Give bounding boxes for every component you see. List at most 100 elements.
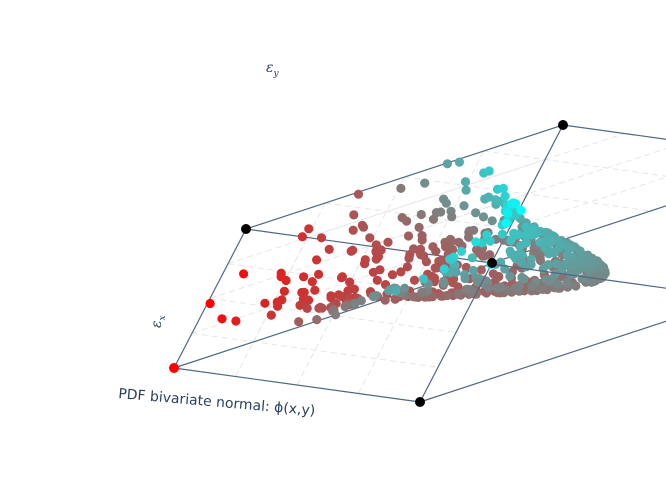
data-point-46 — [487, 216, 497, 226]
data-point-153 — [307, 277, 317, 287]
data-point-40 — [383, 237, 393, 247]
data-point-311 — [485, 236, 495, 246]
data-point-44 — [346, 246, 356, 256]
data-point-21 — [402, 216, 412, 226]
box-edge-8 — [490, 263, 666, 289]
corner-xmax — [241, 224, 251, 234]
data-point-120 — [314, 269, 324, 279]
data-point-587 — [368, 291, 378, 302]
data-point-38 — [478, 212, 489, 222]
data-point-8 — [484, 166, 494, 176]
data-point-554 — [472, 277, 483, 287]
data-point-547 — [380, 295, 390, 305]
data-point-216 — [503, 208, 513, 218]
data-point-12 — [461, 185, 471, 195]
data-point-223 — [521, 230, 531, 240]
data-point-490 — [302, 303, 312, 313]
data-point-504 — [468, 265, 478, 276]
gridline-sidewall-z-0 — [235, 237, 308, 377]
data-point-167 — [387, 270, 398, 280]
data-point-524 — [442, 290, 452, 301]
data-point-598 — [312, 315, 322, 325]
data-point-16 — [358, 222, 369, 232]
data-point-449 — [467, 253, 477, 263]
data-point-26 — [447, 212, 457, 222]
data-point-185 — [345, 277, 355, 287]
data-point-35 — [403, 231, 414, 241]
data-point-508 — [544, 276, 554, 286]
data-point-505 — [505, 271, 515, 281]
box-edge-2 — [245, 124, 564, 230]
data-point-566 — [439, 279, 449, 289]
data-point-247 — [575, 246, 585, 256]
data-point-599 — [330, 310, 341, 320]
gridline-backwall-z-0 — [307, 133, 625, 238]
x-axis-title-sub: x — [158, 315, 168, 320]
gridline-sidewall-z-2 — [358, 254, 431, 394]
y-axis-title-sub: y — [273, 69, 280, 79]
data-point-593 — [350, 298, 360, 309]
gridline-sidewall-z-1 — [296, 245, 370, 386]
data-point-28 — [414, 222, 424, 232]
data-point-51 — [312, 255, 322, 265]
data-point-523 — [527, 281, 537, 291]
data-point-45 — [417, 235, 427, 245]
data-point-9 — [460, 177, 471, 187]
data-point-171 — [205, 298, 215, 309]
data-point-563 — [461, 284, 471, 295]
corner-zmax — [415, 397, 425, 407]
data-point-556 — [483, 283, 494, 293]
data-point-564 — [408, 292, 418, 302]
data-point-140 — [368, 267, 378, 277]
data-point-96 — [360, 259, 370, 269]
data-point-495 — [562, 277, 572, 287]
data-point-250 — [516, 205, 526, 215]
data-point-188 — [535, 255, 546, 266]
data-point-191 — [476, 265, 486, 275]
data-point-509 — [553, 279, 563, 289]
data-point-18 — [416, 209, 426, 220]
gridline-backwall-y-2 — [483, 150, 666, 177]
gridline-floor-y-0 — [252, 202, 326, 343]
data-point-475 — [571, 281, 581, 291]
box-edge-7 — [173, 367, 421, 403]
data-point-465 — [568, 269, 578, 279]
data-point-5 — [349, 210, 359, 220]
data-point-597 — [391, 286, 401, 296]
y-axis-title: εy — [266, 60, 280, 79]
data-point-33 — [324, 244, 334, 254]
data-point-98 — [404, 253, 414, 263]
data-point-358 — [217, 314, 227, 324]
data-point-595 — [418, 274, 429, 284]
data-point-1 — [353, 189, 364, 199]
data-point-32 — [471, 208, 481, 218]
data-point-521 — [535, 283, 545, 294]
chart-data-points — [205, 157, 610, 327]
data-point-515 — [390, 294, 400, 304]
x-axis-title-main: ε — [149, 320, 165, 328]
data-point-148 — [336, 273, 347, 283]
data-point-169 — [461, 262, 471, 272]
data-point-36 — [498, 183, 508, 193]
data-point-217 — [310, 285, 320, 295]
data-point-19 — [316, 233, 327, 243]
data-point-17 — [348, 225, 358, 235]
data-point-348 — [273, 301, 283, 311]
data-point-4 — [420, 178, 430, 188]
data-point-481 — [456, 246, 467, 256]
data-point-163 — [510, 199, 521, 209]
box-edge-9 — [419, 320, 666, 403]
corner-xmax-ymax — [558, 120, 568, 130]
box-edge-0 — [173, 228, 247, 369]
data-point-10 — [297, 232, 307, 242]
box-edge-5 — [562, 124, 666, 140]
data-point-512 — [519, 274, 529, 284]
data-point-471 — [231, 316, 241, 326]
data-point-402 — [295, 300, 305, 310]
data-point-136 — [402, 262, 412, 272]
data-point-59 — [464, 232, 474, 242]
corner-origin — [169, 363, 179, 373]
data-point-498 — [266, 310, 276, 320]
data-point-54 — [500, 191, 510, 201]
